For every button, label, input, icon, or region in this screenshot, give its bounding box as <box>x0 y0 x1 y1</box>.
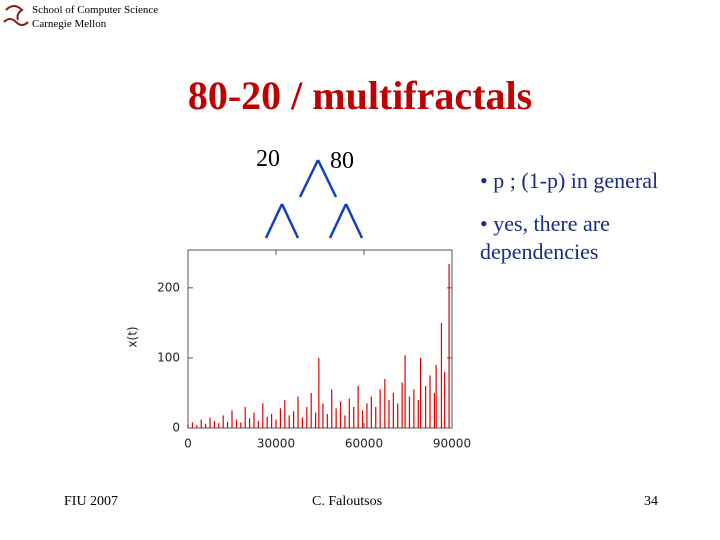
header-line: School of Computer Science <box>32 4 159 16</box>
y-tick-label: 200 <box>157 280 180 294</box>
cascade-arrows <box>264 159 364 239</box>
y-axis-label: x(t) <box>126 326 140 347</box>
plot-frame <box>187 249 453 429</box>
x-tick-label: 30000 <box>257 437 295 451</box>
y-tick-label: 0 <box>172 421 180 435</box>
x-tick-label: 0 <box>184 437 192 451</box>
cascade-label: 20 <box>256 146 280 172</box>
x-tick-label: 90000 <box>433 437 471 451</box>
slide-title: 80-20 / multifractals <box>187 73 533 118</box>
bullet: • yes, there are dependencies <box>480 211 610 264</box>
x-tick-label: 60000 <box>345 437 383 451</box>
cascade-label: 80 <box>330 148 354 174</box>
logo <box>3 5 29 26</box>
header-line: Carnegie Mellon <box>32 18 107 30</box>
footer-text: C. Faloutsos <box>312 494 383 509</box>
footer-text: 34 <box>644 494 658 509</box>
bullet: • p ; (1-p) in general <box>480 168 659 193</box>
footer-text: FIU 2007 <box>64 494 119 509</box>
y-tick-label: 100 <box>157 350 180 364</box>
